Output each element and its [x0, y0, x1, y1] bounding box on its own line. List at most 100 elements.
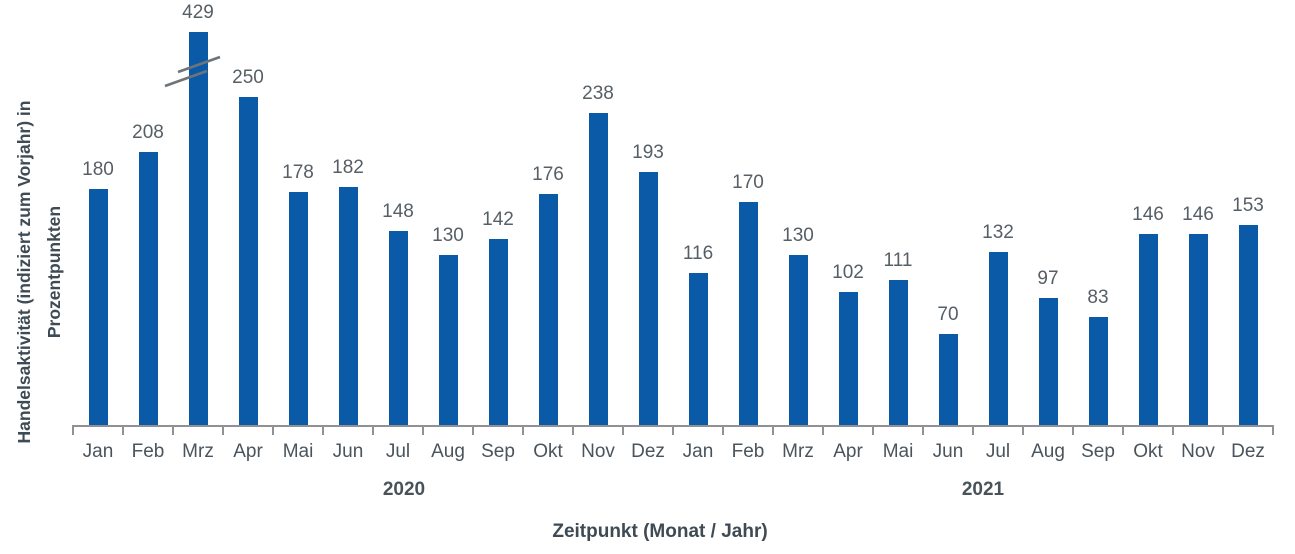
x-tick-label: Jan [682, 441, 714, 462]
bar-value-label: 176 [532, 164, 564, 185]
bar-value-label: 429 [182, 2, 214, 23]
x-tick-label: Mai [882, 441, 914, 462]
x-tick-label: Jan [82, 441, 114, 462]
bar [388, 231, 408, 426]
bar-value-label: 83 [1087, 287, 1109, 308]
axis-tick [372, 425, 374, 435]
bar [888, 280, 908, 426]
axis-tick [772, 425, 774, 435]
bar-value-label: 193 [632, 142, 664, 163]
bar-value-label: 148 [382, 201, 414, 222]
bar-value-label: 111 [883, 250, 913, 271]
bar-value-label: 97 [1037, 268, 1059, 289]
bar [938, 334, 958, 426]
x-tick-label: Apr [833, 441, 863, 462]
bar-value-label: 102 [832, 262, 864, 283]
axis-tick [1122, 425, 1124, 435]
x-tick-label: Apr [233, 441, 263, 462]
x-tick-label: Mrz [782, 441, 814, 462]
axis-tick [272, 425, 274, 435]
x-axis-title: Zeitpunkt (Monat / Jahr) [552, 521, 768, 542]
bar-value-label: 250 [232, 67, 264, 88]
bar [1138, 234, 1158, 426]
bar-value-label: 132 [982, 222, 1014, 243]
bar [288, 192, 308, 426]
axis-tick [1222, 425, 1224, 435]
bar [238, 97, 258, 426]
bar-value-label: 178 [282, 162, 314, 183]
x-tick-label: Jun [932, 441, 964, 462]
x-tick-label: Okt [533, 441, 563, 462]
bar [688, 273, 708, 426]
axis-tick [622, 425, 624, 435]
bar [738, 202, 758, 426]
bar [588, 113, 608, 426]
axis-tick [1272, 425, 1274, 435]
bar-value-label: 130 [782, 225, 814, 246]
bar-value-label: 146 [1132, 204, 1164, 225]
axis-tick [872, 425, 874, 435]
x-tick-label: Feb [131, 441, 165, 462]
x-tick-label: Mrz [182, 441, 214, 462]
bar [838, 292, 858, 426]
x-tick-label: Aug [1031, 441, 1065, 462]
x-tick-label: Dez [1231, 441, 1265, 462]
bar-value-label: 170 [732, 172, 764, 193]
y-axis-title-line1: Handelsaktivität (indiziert zum Vorjahr)… [14, 100, 34, 444]
bar-value-label: 238 [582, 83, 614, 104]
bar-value-label: 146 [1182, 204, 1214, 225]
bar [438, 255, 458, 426]
bar [1038, 298, 1058, 426]
y-axis-title-line2: Prozentpunkten [44, 205, 64, 339]
axis-tick [972, 425, 974, 435]
x-tick-label: Feb [731, 441, 765, 462]
x-tick-label: Sep [481, 441, 515, 462]
bar [1238, 225, 1258, 426]
x-tick-label: Sep [1081, 441, 1115, 462]
bar [538, 194, 558, 426]
bar [188, 32, 208, 426]
axis-tick [472, 425, 474, 435]
axis-tick [172, 425, 174, 435]
bar [1188, 234, 1208, 426]
y-axis-title: Handelsaktivität (indiziert zum Vorjahr)… [9, 101, 69, 444]
bar [88, 189, 108, 426]
bar [1088, 317, 1108, 426]
bar [488, 239, 508, 426]
bar [138, 152, 158, 426]
x-tick-label: Dez [631, 441, 665, 462]
bar-value-label: 180 [82, 159, 114, 180]
axis-tick [122, 425, 124, 435]
bar [338, 187, 358, 426]
axis-tick [922, 425, 924, 435]
bar-value-label: 130 [432, 225, 464, 246]
x-axis-line [72, 425, 1274, 427]
x-tick-label: Jul [385, 441, 411, 462]
axis-tick [822, 425, 824, 435]
x-tick-label: Aug [431, 441, 465, 462]
x-tick-label: Jul [985, 441, 1011, 462]
bar-value-label: 182 [332, 157, 364, 178]
axis-tick [672, 425, 674, 435]
axis-tick [572, 425, 574, 435]
axis-tick [322, 425, 324, 435]
axis-tick [422, 425, 424, 435]
bar-value-label: 116 [682, 243, 714, 264]
axis-tick [522, 425, 524, 435]
axis-tick [1022, 425, 1024, 435]
year-label-2020: 2020 [382, 479, 426, 500]
x-tick-label: Nov [581, 441, 615, 462]
bar [788, 255, 808, 426]
axis-tick [222, 425, 224, 435]
axis-tick [722, 425, 724, 435]
bar [638, 172, 658, 426]
axis-tick [1072, 425, 1074, 435]
x-tick-label: Nov [1181, 441, 1215, 462]
axis-tick [72, 425, 74, 435]
x-tick-label: Jun [332, 441, 364, 462]
bar-value-label: 70 [937, 304, 959, 325]
bar-value-label: 153 [1232, 195, 1264, 216]
bar [988, 252, 1008, 426]
bar-value-label: 142 [482, 209, 514, 230]
